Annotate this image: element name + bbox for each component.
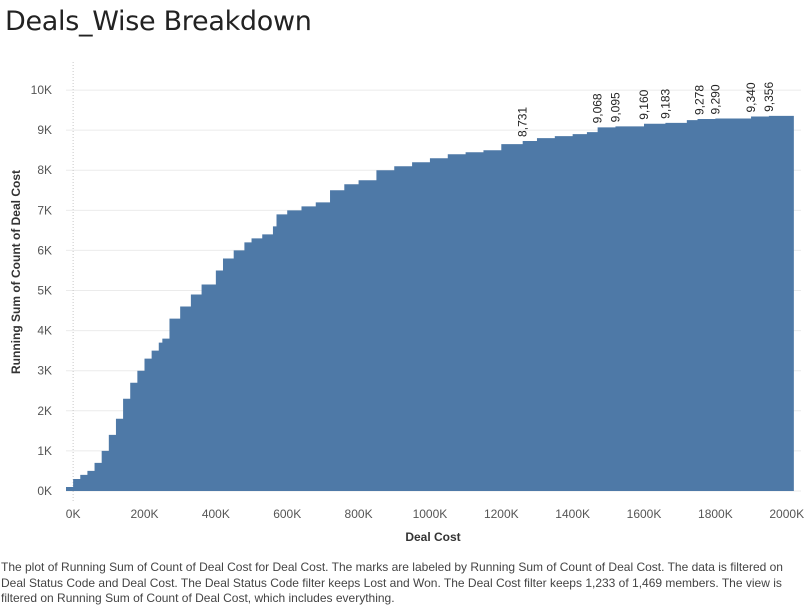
x-tick-label: 600K [273, 507, 301, 521]
y-tick-label: 8K [37, 163, 52, 177]
data-label: 9,290 [708, 84, 722, 114]
area-series [66, 115, 794, 491]
y-axis-title: Running Sum of Count of Deal Cost [9, 170, 23, 374]
data-label: 9,278 [692, 85, 706, 115]
y-tick-label: 6K [37, 243, 52, 257]
x-axis-title: Deal Cost [405, 530, 460, 544]
x-tick-label: 200K [130, 507, 158, 521]
x-tick-label: 800K [345, 507, 373, 521]
x-tick-label: 1200K [484, 507, 519, 521]
y-tick-label: 2K [37, 404, 52, 418]
y-tick-label: 5K [37, 284, 52, 298]
x-tick-label: 0K [66, 507, 81, 521]
y-tick-label: 9K [37, 123, 52, 137]
x-tick-label: 2000K [769, 507, 804, 521]
y-tick-label: 4K [37, 324, 52, 338]
x-tick-label: 400K [202, 507, 230, 521]
y-tick-label: 1K [37, 444, 52, 458]
data-label: 9,356 [762, 82, 776, 112]
x-tick-label: 1400K [555, 507, 590, 521]
x-axis: 0K 200K 400K 600K 800K 1000K 1200K 1400K 1600K 18… [66, 507, 804, 521]
data-label: 9,068 [591, 93, 605, 123]
data-labels: 8,731 9,068 9,095 9,160 9,183 9,278 9,290 9,340… [516, 82, 776, 137]
chart-area: 0K 1K 2K 3K 4K 5K 6K 7K 8K 9K 10K 0K 200K 400K 600K 80… [9, 62, 804, 544]
y-tick-label: 3K [37, 364, 52, 378]
x-tick-label: 1600K [627, 507, 662, 521]
y-tick-label: 7K [37, 203, 52, 217]
x-tick-label: 1800K [698, 507, 733, 521]
data-label: 8,731 [516, 107, 530, 137]
y-axis: 0K 1K 2K 3K 4K 5K 6K 7K 8K 9K 10K [31, 83, 52, 498]
running-sum-area [66, 115, 794, 491]
data-label: 9,160 [637, 89, 651, 119]
chart-title: Deals_Wise Breakdown [5, 6, 312, 37]
x-tick-label: 1000K [413, 507, 448, 521]
y-tick-label: 0K [37, 484, 52, 498]
chart-caption: The plot of Running Sum of Count of Deal… [1, 560, 783, 605]
data-label: 9,340 [744, 82, 758, 112]
data-label: 9,095 [608, 92, 622, 122]
y-tick-label: 10K [31, 83, 52, 97]
data-label: 9,183 [658, 88, 672, 118]
